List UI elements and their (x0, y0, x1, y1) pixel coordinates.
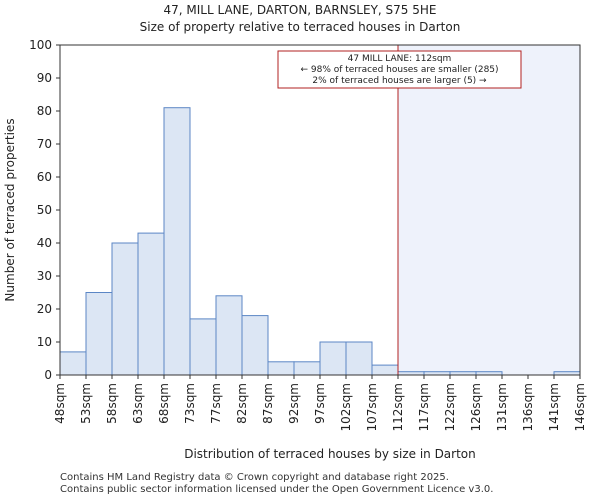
x-tick-label: 141sqm (547, 383, 561, 431)
y-tick-label: 100 (29, 38, 52, 52)
bar-53sqm (85, 292, 113, 376)
y-tick-label: 40 (37, 236, 52, 250)
bar-107sqm (371, 364, 399, 376)
annotation-box: 47 MILL LANE: 112sqm ← 98% of terraced h… (277, 50, 522, 89)
x-tick-label: 87sqm (261, 383, 275, 424)
highlight-region (398, 45, 580, 375)
x-tick-label: 48sqm (53, 383, 67, 424)
x-tick-label: 77sqm (209, 383, 223, 424)
footer-line-2: Contains public sector information licen… (60, 484, 494, 495)
annotation-line-2: ← 98% of terraced houses are smaller (28… (300, 65, 498, 75)
y-tick-label: 60 (37, 170, 52, 184)
y-tick-label: 70 (37, 137, 52, 151)
x-tick-label: 53sqm (79, 383, 93, 424)
x-axis: 48sqm 53sqm 58sqm 63sqm 68sqm 73sqm 77sqm 82sqm… (53, 375, 587, 431)
y-tick-label: 20 (37, 302, 52, 316)
x-tick-label: 126sqm (469, 383, 483, 431)
bar-87sqm (267, 361, 295, 376)
y-tick-label: 50 (37, 203, 52, 217)
footer-line-1: Contains HM Land Registry data © Crown c… (60, 472, 449, 483)
x-tick-label: 58sqm (105, 383, 119, 424)
bar-58sqm (111, 242, 139, 376)
y-tick-label: 30 (37, 269, 52, 283)
x-tick-label: 68sqm (157, 383, 171, 424)
x-tick-label: 136sqm (521, 383, 535, 431)
x-axis-label: Distribution of terraced houses by size … (184, 447, 476, 461)
x-tick-label: 73sqm (183, 383, 197, 424)
bar-68sqm (163, 107, 191, 376)
x-tick-label: 131sqm (495, 383, 509, 431)
x-tick-label: 63sqm (131, 383, 145, 424)
bar-92sqm (293, 361, 321, 376)
bar-48sqm (59, 351, 87, 376)
bar-77sqm (215, 295, 243, 376)
x-tick-label: 122sqm (443, 383, 457, 431)
y-tick-label: 0 (44, 368, 52, 382)
chart-subtitle: Size of property relative to terraced ho… (140, 20, 461, 34)
bars (59, 107, 581, 376)
x-tick-label: 112sqm (391, 383, 405, 431)
annotation-line-3: 2% of terraced houses are larger (5) → (312, 76, 487, 86)
y-tick-label: 80 (37, 104, 52, 118)
bar-63sqm (137, 232, 165, 376)
x-tick-label: 107sqm (365, 383, 379, 431)
y-axis-label: Number of terraced properties (3, 118, 17, 301)
x-tick-label: 146sqm (573, 383, 587, 431)
bar-73sqm (189, 318, 217, 376)
bar-102sqm (345, 341, 373, 376)
bar-97sqm (319, 341, 347, 376)
y-tick-label: 10 (37, 335, 52, 349)
x-tick-label: 102sqm (339, 383, 353, 431)
chart-title: 47, MILL LANE, DARTON, BARNSLEY, S75 5HE (164, 3, 437, 17)
bar-82sqm (241, 315, 269, 376)
x-tick-label: 97sqm (313, 383, 327, 424)
annotation-line-1: 47 MILL LANE: 112sqm (348, 54, 452, 64)
x-tick-label: 117sqm (417, 383, 431, 431)
y-tick-label: 90 (37, 71, 52, 85)
x-tick-label: 82sqm (235, 383, 249, 424)
y-axis: 0 10 20 30 40 50 60 70 80 90 100 (29, 38, 60, 382)
x-tick-label: 92sqm (287, 383, 301, 424)
